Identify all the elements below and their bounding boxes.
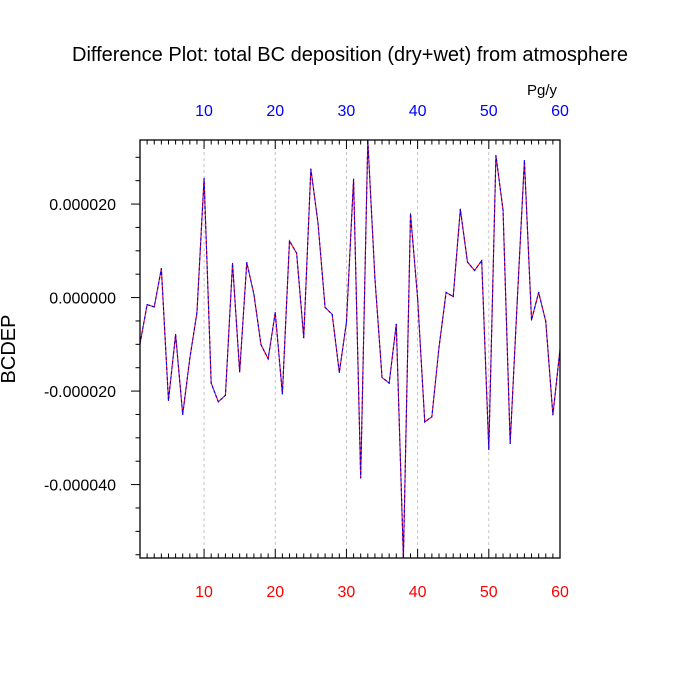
tick-labels: 0.000020 0.000000 -0.000020 -0.000040 10 10 20… [44, 103, 569, 601]
x-tick-label-top: 40 [409, 103, 427, 120]
data-point [246, 261, 248, 264]
data-point [538, 291, 540, 294]
data-point [338, 371, 340, 373]
data-point [303, 337, 305, 339]
data-point [352, 178, 355, 180]
data-point [224, 394, 227, 396]
data-point [153, 306, 155, 308]
plot-frame [139, 139, 561, 559]
data-point [310, 168, 312, 170]
x-tick-label-top: 50 [480, 103, 498, 120]
x-tick-label-bottom: 10 [195, 584, 213, 601]
data-point [267, 358, 269, 360]
data-point [481, 260, 483, 262]
x-tick-label-bottom: 20 [266, 584, 284, 601]
x-tick-label-top: 10 [195, 103, 213, 120]
data-point [196, 311, 198, 314]
series-line-blue [139, 139, 561, 559]
x-tick-label-top: 30 [338, 103, 356, 120]
data-point [381, 376, 383, 379]
data-point [239, 371, 241, 373]
data-point [203, 177, 205, 179]
data-point [160, 267, 162, 270]
data-point [189, 357, 191, 359]
data-point [409, 213, 412, 215]
data-point [210, 382, 212, 384]
data-point [431, 416, 433, 418]
gridlines [203, 140, 490, 558]
units-label: Pg/y [527, 82, 558, 99]
chart-title: Difference Plot: total BC deposition (dr… [72, 44, 628, 66]
data-point [274, 311, 276, 314]
data-point [167, 399, 170, 402]
data-point [459, 208, 461, 210]
data-point [260, 344, 262, 346]
data-point [231, 262, 234, 265]
data-point [495, 154, 497, 157]
data-point [331, 313, 333, 316]
x-tick-label-top: 20 [266, 103, 284, 120]
x-tick-label-bottom: 60 [551, 584, 569, 601]
data-point [395, 323, 397, 325]
data-point [466, 261, 469, 263]
data-point [360, 477, 362, 479]
data-point [424, 421, 426, 423]
x-tick-label-bottom: 50 [480, 584, 498, 601]
data-point [317, 222, 319, 224]
x-tick-label-bottom: 40 [409, 584, 427, 601]
y-tick-label: -0.000040 [44, 478, 116, 495]
data-point [502, 209, 504, 211]
data-point [488, 448, 490, 451]
y-tick-label: -0.000020 [44, 384, 116, 401]
data-point [374, 277, 376, 279]
data-point [388, 382, 390, 384]
data-point [523, 159, 526, 162]
data-point [296, 252, 298, 254]
data-point [516, 299, 518, 301]
y-tick-label: 0.000000 [49, 291, 116, 308]
x-tick-label-bottom: 30 [338, 584, 356, 601]
data-point [530, 319, 533, 321]
data-point [217, 401, 219, 403]
data-point [417, 297, 419, 300]
data-point [345, 321, 348, 323]
y-tick-label: 0.000020 [49, 197, 116, 214]
data-point [253, 293, 255, 295]
data-point [473, 269, 476, 272]
data-point [174, 333, 177, 336]
y-axis-label: BCDEP [0, 315, 20, 384]
data-point [545, 320, 547, 323]
data-point [288, 240, 291, 242]
data-point [438, 346, 440, 349]
x-tick-label-top: 60 [551, 103, 569, 120]
data-series [139, 139, 561, 559]
data-point [182, 413, 184, 416]
axis-ticks [131, 140, 561, 558]
data-point [452, 296, 454, 298]
data-point [445, 291, 447, 294]
data-point [509, 442, 511, 445]
data-point [146, 303, 148, 306]
data-point [324, 306, 326, 308]
data-point [552, 414, 554, 416]
data-point [281, 393, 283, 395]
